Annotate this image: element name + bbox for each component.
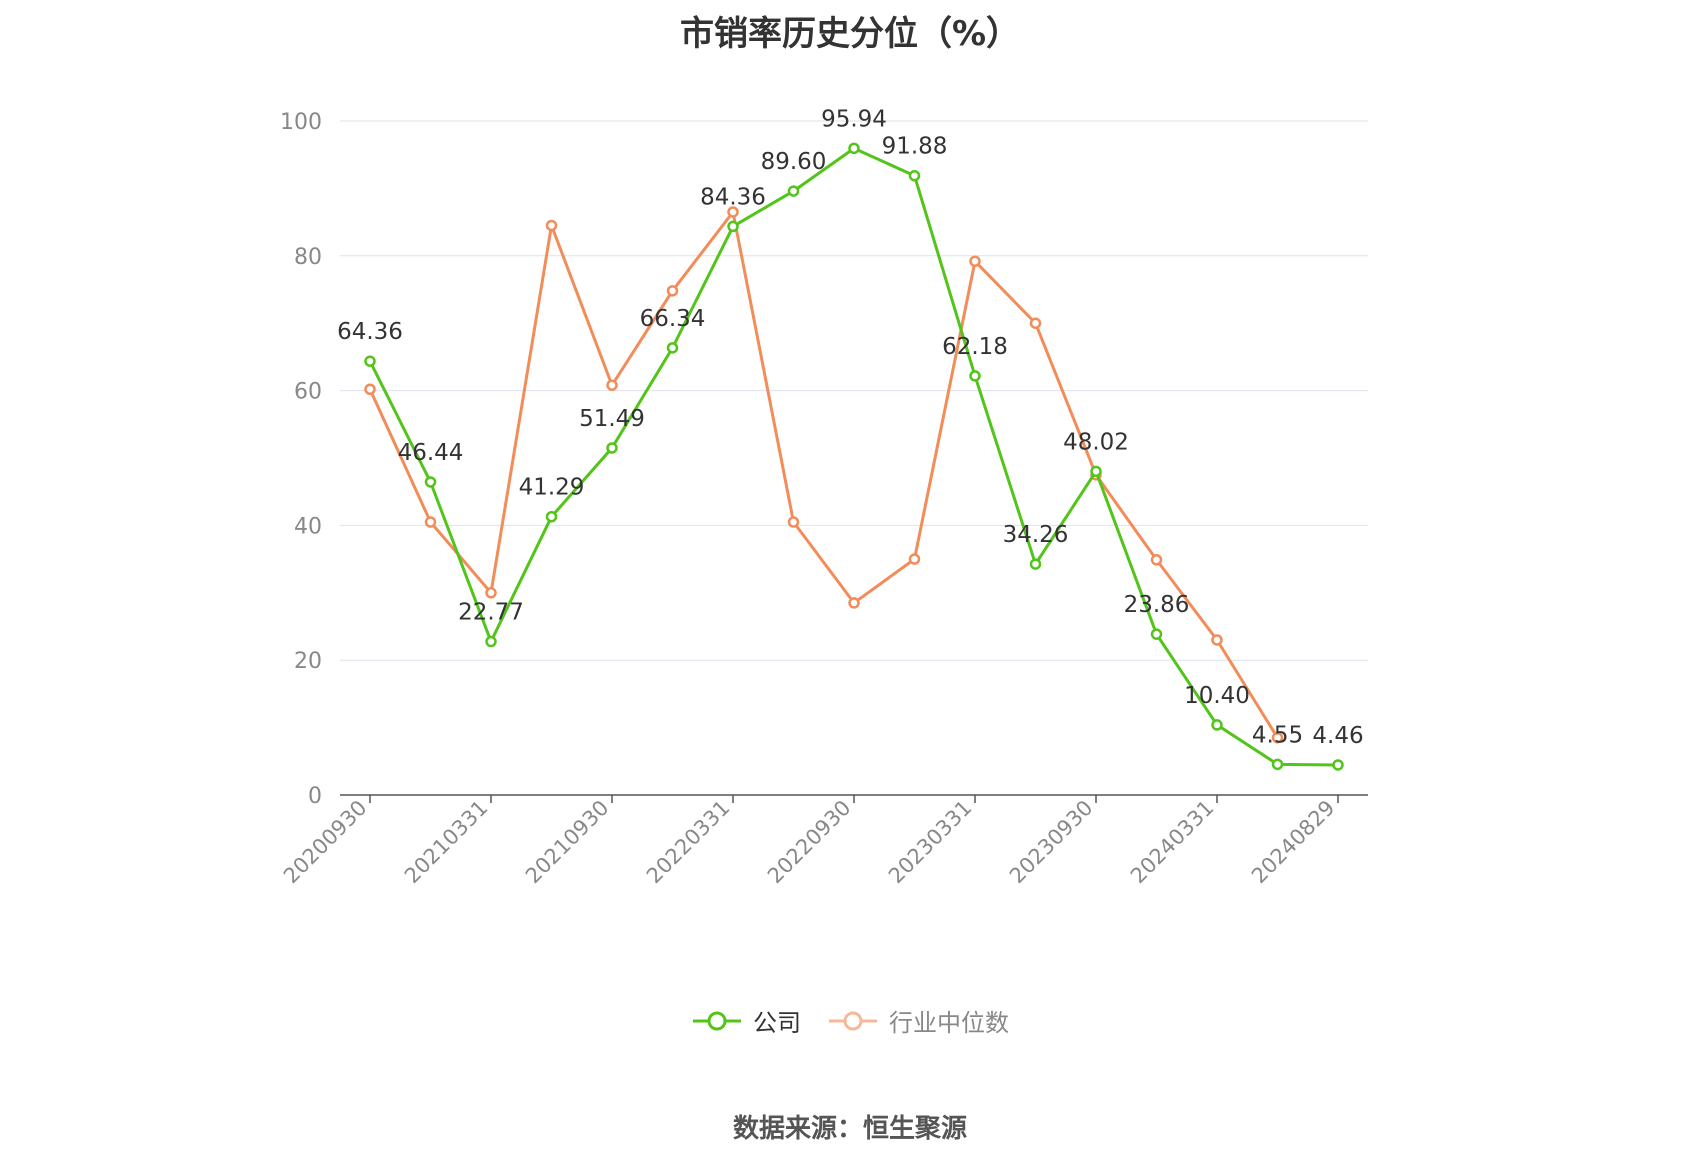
data-point-company xyxy=(1211,719,1223,731)
data-point-company xyxy=(969,370,981,382)
x-tick-label: 20200930 xyxy=(279,796,372,889)
data-point-company xyxy=(606,442,618,454)
data-point-industry xyxy=(1029,317,1042,329)
data-point-company xyxy=(1090,465,1102,478)
data-point-industry xyxy=(908,553,921,565)
data-point-company xyxy=(485,635,497,648)
x-tick-label: 20230930 xyxy=(1005,796,1098,889)
x-tick-label: 20210930 xyxy=(521,796,614,889)
data-point-company xyxy=(848,142,860,155)
data-label: 23.86 xyxy=(1124,592,1190,618)
line-chart: 0 20 40 60 80 100 20200930 20210331 20210930 2022… xyxy=(279,106,1368,889)
data-label: 4.55 xyxy=(1252,722,1303,748)
data-label: 51.49 xyxy=(579,406,645,432)
legend-company-marker-icon xyxy=(693,1011,741,1030)
y-tick-label: 100 xyxy=(280,110,322,135)
x-tick-label: 20230331 xyxy=(884,796,977,889)
x-tick-label: 20220930 xyxy=(763,796,856,889)
data-label: 64.36 xyxy=(337,319,403,345)
data-label: 41.29 xyxy=(519,475,585,501)
data-label: 34.26 xyxy=(1003,522,1069,548)
series-line-company xyxy=(368,146,1339,767)
data-point-industry xyxy=(787,516,800,528)
chart-legend: 公司 行业中位数 xyxy=(0,1003,1700,1038)
data-label: 95.94 xyxy=(821,106,887,132)
y-tick-label: 80 xyxy=(294,245,322,270)
legend-company-label: 公司 xyxy=(753,1009,801,1037)
data-point-company xyxy=(1150,628,1163,640)
data-point-company xyxy=(364,355,376,367)
data-point-industry xyxy=(848,597,860,609)
data-point-industry xyxy=(364,383,376,396)
y-tick-label: 20 xyxy=(294,649,322,674)
y-tick-label: 60 xyxy=(294,380,322,405)
legend-item-industry[interactable]: 行业中位数 xyxy=(827,1003,1009,1038)
data-point-company xyxy=(1271,758,1284,771)
data-point-industry xyxy=(1211,634,1223,646)
data-point-industry xyxy=(606,379,618,391)
data-point-company xyxy=(424,476,437,488)
x-tick-label: 20240331 xyxy=(1126,796,1219,889)
legend-item-company[interactable]: 公司 xyxy=(691,1003,801,1038)
data-point-industry xyxy=(424,516,437,528)
data-label: 66.34 xyxy=(640,306,706,332)
legend-industry-marker-icon xyxy=(829,1011,877,1030)
chart-title: 市销率历史分位（%） xyxy=(679,14,1021,54)
data-point-company xyxy=(908,169,921,182)
data-point-industry xyxy=(485,587,497,599)
data-point-industry xyxy=(545,219,558,232)
data-label: 48.02 xyxy=(1063,429,1129,455)
data-label: 10.40 xyxy=(1184,683,1250,709)
x-tick-label: 20220331 xyxy=(642,796,735,889)
x-tick-label: 20210331 xyxy=(400,796,493,889)
data-point-industry xyxy=(1150,554,1163,566)
data-label: 84.36 xyxy=(700,184,766,210)
data-label: 89.60 xyxy=(761,149,827,175)
data-point-company xyxy=(1332,759,1344,771)
series-line-industry xyxy=(368,210,1279,739)
data-point-company xyxy=(1029,558,1042,570)
data-label: 62.18 xyxy=(942,334,1008,360)
x-tick-label: 20240829 xyxy=(1247,796,1340,889)
y-tick-label: 0 xyxy=(308,784,322,809)
data-point-company xyxy=(666,342,679,354)
data-label: 4.46 xyxy=(1312,723,1363,749)
data-point-company xyxy=(787,185,800,197)
data-point-company xyxy=(545,510,558,523)
data-point-industry xyxy=(969,255,981,267)
legend-industry-label: 行业中位数 xyxy=(889,1009,1009,1037)
data-point-industry xyxy=(727,206,739,218)
data-label: 91.88 xyxy=(882,134,948,160)
y-tick-label: 40 xyxy=(294,514,322,539)
data-point-company xyxy=(727,220,739,233)
data-point-industry xyxy=(1271,731,1284,744)
data-label: 46.44 xyxy=(398,440,464,466)
data-label: 22.77 xyxy=(458,600,524,626)
data-point-industry xyxy=(666,285,679,297)
data-source: 数据来源：恒生聚源 xyxy=(732,1114,967,1144)
